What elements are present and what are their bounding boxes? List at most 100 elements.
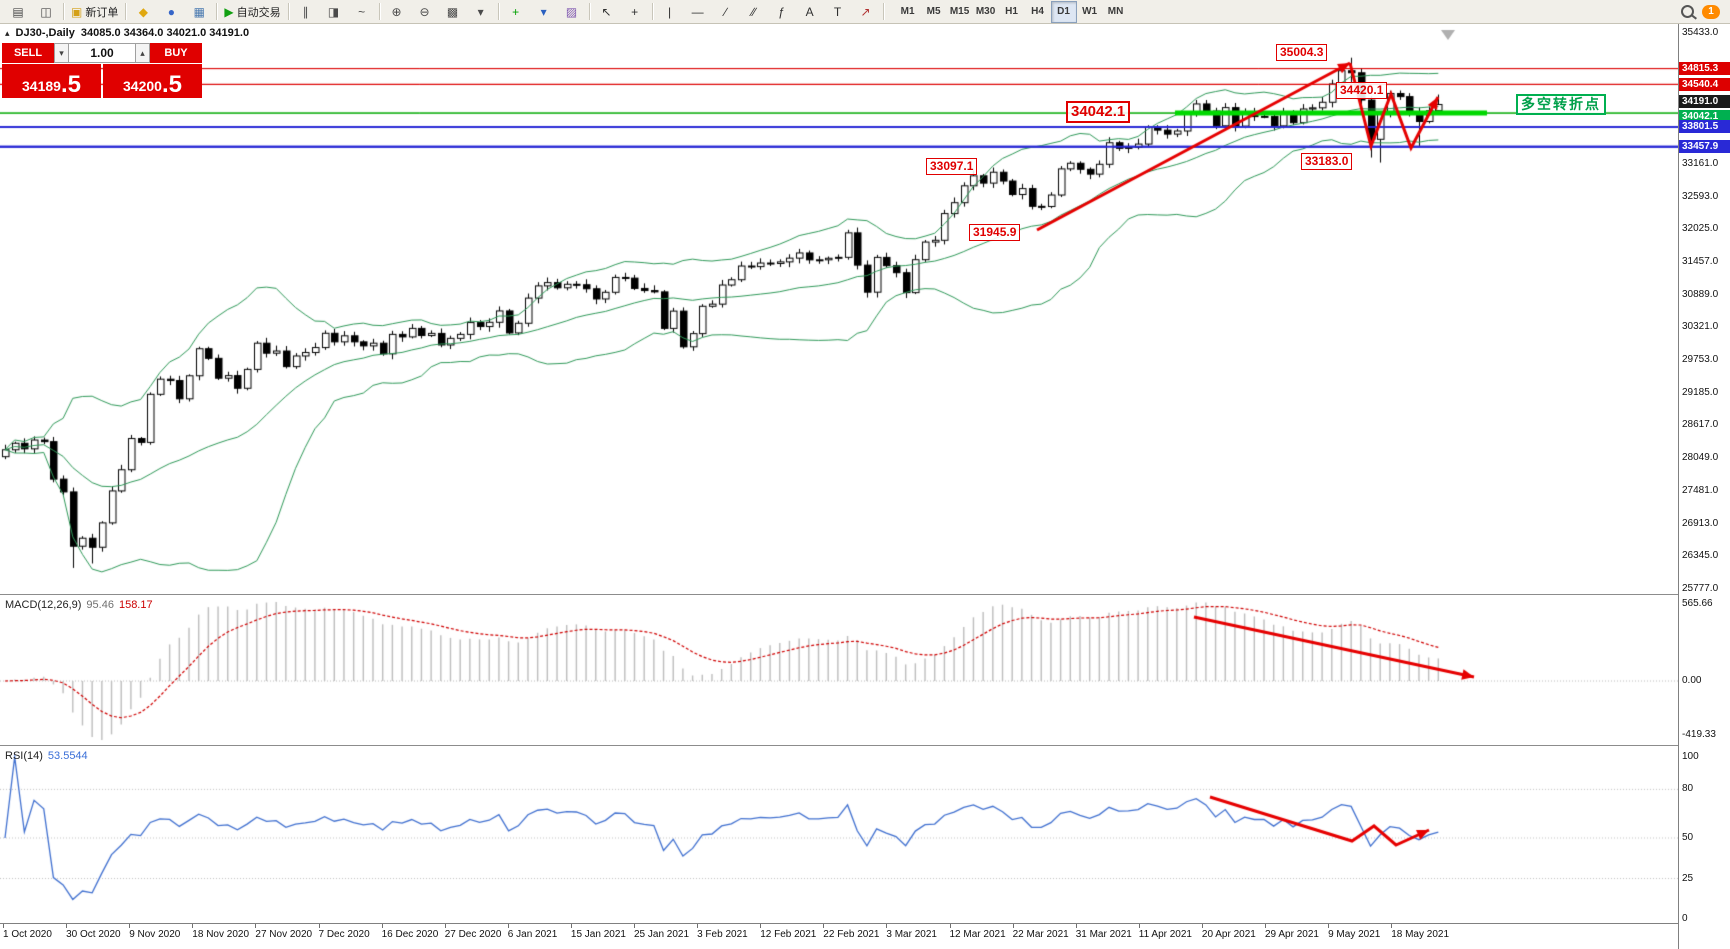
zoom-out-icon: ⊖	[419, 4, 430, 19]
timeframe-mn-button[interactable]: MN	[1107, 6, 1124, 17]
timeframe-w1-button[interactable]: W1	[1082, 6, 1098, 17]
timeframe-m1-button[interactable]: M1	[900, 6, 915, 17]
text-button[interactable]: A	[796, 1, 824, 23]
one-click-toggle-icon[interactable]: ▴	[5, 27, 10, 38]
trendline-button[interactable]: ∕	[712, 1, 740, 23]
date-tick	[66, 924, 68, 928]
crosshair-button[interactable]: +	[621, 1, 649, 23]
date-tick	[697, 924, 699, 928]
rsi-value: 53.5544	[47, 750, 88, 762]
annotation-33097[interactable]: 33097.1	[926, 158, 978, 175]
new-order-icon: ▣	[71, 4, 83, 19]
new-order-button-label: 新订单	[85, 6, 119, 19]
autotrade-button[interactable]: ▶ 自动交易	[220, 1, 284, 23]
toolbar-separator	[651, 3, 653, 20]
pane-separator-macd[interactable]	[0, 594, 1678, 595]
sell-button[interactable]: SELL	[2, 43, 54, 63]
periods-dropdown-button[interactable]: ▾	[530, 1, 558, 23]
terminal-button[interactable]: ▦	[185, 1, 213, 23]
buy-button[interactable]: BUY	[150, 43, 202, 63]
date-tick	[1265, 924, 1266, 928]
timeframe-m5-button[interactable]: M5	[926, 6, 941, 17]
annotation-33183[interactable]: 33183.0	[1301, 153, 1353, 170]
tile-windows-button[interactable]: ▩	[439, 1, 467, 23]
rsi-scale-label: 50	[1682, 832, 1694, 843]
annotation-35004[interactable]: 35004.3	[1276, 44, 1328, 61]
price-axis-label: 28049.0	[1682, 452, 1719, 464]
new-order-button[interactable]: ▣ 新订单	[67, 1, 122, 23]
candle-chart-button[interactable]: ◨	[320, 1, 348, 23]
buy-price-button[interactable]: 34200 .5	[103, 64, 202, 98]
chart-profiles-button[interactable]: ◫	[32, 1, 60, 23]
annotation-turning-point[interactable]: 多空转折点	[1516, 94, 1606, 115]
indicators-button[interactable]: +	[502, 1, 530, 23]
date-axis-label: 12 Mar 2021	[949, 929, 1006, 940]
date-axis-label: 18 Nov 2020	[192, 929, 250, 940]
timeframe-m30-button[interactable]: M30	[975, 6, 996, 17]
macd-scale-label: 565.66	[1682, 598, 1713, 609]
notification-badge[interactable]: 1	[1702, 4, 1720, 19]
horizontal-line-icon: ―	[691, 4, 704, 19]
pane-separator-rsi[interactable]	[0, 745, 1678, 746]
toolbar-separator	[882, 3, 884, 20]
annotation-34042[interactable]: 34042.1	[1066, 101, 1131, 123]
crosshair-icon: +	[631, 4, 639, 19]
macd-name: MACD(12,26,9)	[5, 599, 82, 611]
date-axis-label: 25 Jan 2021	[634, 929, 690, 940]
channel-button[interactable]: ∕∕	[740, 1, 768, 23]
autotrade-icon: ▶	[224, 4, 234, 19]
zoom-in-button[interactable]: ⊕	[383, 1, 411, 23]
new-chart-button[interactable]: ▤	[4, 1, 32, 23]
templates-button[interactable]: ▨	[558, 1, 586, 23]
navigator-button[interactable]: ●	[157, 1, 185, 23]
fibonacci-button[interactable]: ƒ	[768, 1, 796, 23]
timeframe-m15-button[interactable]: M15	[949, 6, 970, 17]
macd-scale-label: 0.00	[1682, 675, 1702, 686]
date-tick	[318, 924, 320, 928]
date-axis-label: 22 Feb 2021	[823, 929, 880, 940]
horizontal-line-button[interactable]: ―	[684, 1, 712, 23]
zoom-in-icon: ⊕	[391, 4, 402, 19]
candle-chart-icon: ◨	[327, 4, 340, 19]
channel-icon: ∕∕	[751, 4, 756, 19]
timeframe-h4-button[interactable]: H4	[1031, 6, 1044, 17]
price-tag-34042-1: 34042.1	[1679, 109, 1730, 123]
date-axis-label: 3 Mar 2021	[886, 929, 937, 940]
annotation-31945[interactable]: 31945.9	[969, 224, 1021, 241]
toolbar-separator	[378, 3, 380, 20]
timeframe-h1-button[interactable]: H1	[1005, 6, 1018, 17]
date-axis-label: 16 Dec 2020	[381, 929, 439, 940]
sell-price-button[interactable]: 34189 .5	[2, 64, 101, 98]
date-tick	[1391, 924, 1393, 928]
market-watch-button[interactable]: ◆	[129, 1, 157, 23]
date-axis-label: 29 Apr 2021	[1265, 929, 1319, 940]
periods-dropdown-icon: ▾	[540, 4, 547, 19]
chart-list-button[interactable]: ▾	[467, 1, 495, 23]
date-tick	[1328, 924, 1330, 928]
line-chart-button[interactable]: ~	[348, 1, 376, 23]
price-axis[interactable]: 35433.0 33161.0 32593.0 32025.0 31457.0 30889…	[1678, 24, 1730, 949]
annotation-34420[interactable]: 34420.1	[1336, 82, 1388, 99]
vertical-line-button[interactable]: |	[656, 1, 684, 23]
price-axis-label: 30321.0	[1682, 321, 1719, 333]
market-watch-icon: ◆	[138, 4, 148, 19]
text-label-button[interactable]: T	[824, 1, 852, 23]
volume-down-button[interactable]: ▾	[54, 43, 69, 63]
bar-chart-button[interactable]: ∥	[292, 1, 320, 23]
volume-input[interactable]	[69, 43, 135, 63]
date-axis-label: 18 May 2021	[1391, 929, 1450, 940]
text-icon: A	[805, 4, 814, 19]
rsi-scale-label: 0	[1682, 913, 1688, 924]
price-axis-label: 28617.0	[1682, 419, 1719, 431]
search-icon[interactable]	[1681, 5, 1694, 18]
volume-up-button[interactable]: ▴	[135, 43, 150, 63]
zoom-out-button[interactable]: ⊖	[411, 1, 439, 23]
cursor-button[interactable]: ↖	[593, 1, 621, 23]
macd-value-2: 158.17	[118, 599, 153, 611]
time-axis[interactable]: 1 Oct 2020 30 Oct 2020 9 Nov 2020 18 Nov 20…	[0, 923, 1678, 949]
buy-price-main: 34200	[123, 78, 162, 94]
timeframe-d1-button[interactable]: D1	[1050, 0, 1077, 23]
date-tick	[192, 924, 194, 928]
arrow-styles-button[interactable]: ↗	[852, 1, 880, 23]
